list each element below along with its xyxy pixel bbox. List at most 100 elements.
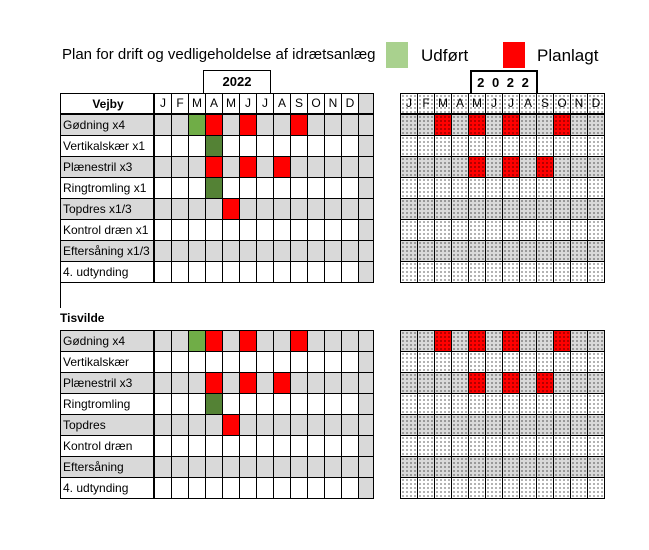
- month-cell-right: [485, 414, 503, 436]
- month-cell: [222, 198, 240, 220]
- month-cell-right: [502, 240, 520, 262]
- month-cell: [307, 177, 325, 199]
- month-cell: [341, 351, 359, 373]
- month-cell: [290, 219, 308, 241]
- month-cell: [171, 477, 189, 499]
- month-cell-right: [417, 114, 435, 136]
- month-cell-right: [451, 477, 469, 499]
- month-header: M: [222, 93, 240, 114]
- month-cell: [222, 156, 240, 178]
- month-cell: [273, 330, 291, 352]
- month-cell: [171, 177, 189, 199]
- month-cell: [273, 135, 291, 157]
- month-cell-right: [451, 114, 469, 136]
- month-cell-right: [485, 219, 503, 241]
- month-cell: [239, 456, 257, 478]
- month-cell-right: [587, 477, 605, 499]
- month-cell-right: [536, 393, 554, 415]
- row-label: Ringtromling x1: [60, 177, 154, 199]
- month-cell-right: [485, 156, 503, 178]
- month-cell-right: [485, 261, 503, 283]
- month-cell: [324, 477, 342, 499]
- month-cell-right: [519, 114, 537, 136]
- row-label: 4. udtynding: [60, 261, 154, 283]
- month-cell-right: [570, 219, 588, 241]
- month-cell-right: [587, 456, 605, 478]
- month-header-right: J: [502, 93, 520, 114]
- month-cell: [205, 198, 223, 220]
- month-cell: [188, 414, 206, 436]
- month-cell: [341, 114, 359, 136]
- month-cell-right: [519, 435, 537, 457]
- month-cell: [171, 135, 189, 157]
- month-cell: [307, 135, 325, 157]
- month-cell: [188, 351, 206, 373]
- month-cell-right: [587, 330, 605, 352]
- year-header-left: 2022: [203, 70, 271, 93]
- month-cell-right: [536, 456, 554, 478]
- month-cell-right: [417, 240, 435, 262]
- month-cell-right: [434, 177, 452, 199]
- month-cell-right: [468, 135, 486, 157]
- month-cell: [205, 135, 223, 157]
- month-cell-right: [434, 114, 452, 136]
- month-cell-right: [587, 435, 605, 457]
- row-label: Gødning x4: [60, 114, 154, 136]
- month-cell-right: [570, 156, 588, 178]
- month-cell: [239, 414, 257, 436]
- month-cell-right: [502, 135, 520, 157]
- month-cell-right: [434, 219, 452, 241]
- month-cell-right: [400, 414, 418, 436]
- month-cell: [307, 435, 325, 457]
- month-cell-right: [519, 414, 537, 436]
- month-cell-right: [400, 219, 418, 241]
- legend-done-swatch: [386, 42, 408, 68]
- grey-spacer: [358, 177, 374, 199]
- month-cell-right: [434, 261, 452, 283]
- month-cell-right: [587, 198, 605, 220]
- month-cell: [341, 435, 359, 457]
- section-divider: [60, 282, 61, 308]
- month-cell: [222, 414, 240, 436]
- month-cell-right: [570, 177, 588, 199]
- month-cell: [239, 435, 257, 457]
- month-cell: [188, 198, 206, 220]
- month-cell-right: [570, 198, 588, 220]
- month-cell: [290, 330, 308, 352]
- month-cell-right: [502, 414, 520, 436]
- row-label: Eftersåning x1/3: [60, 240, 154, 262]
- month-cell-right: [468, 177, 486, 199]
- month-cell: [205, 477, 223, 499]
- month-cell: [341, 219, 359, 241]
- month-cell-right: [417, 372, 435, 394]
- month-cell-right: [502, 198, 520, 220]
- month-cell: [188, 219, 206, 241]
- month-cell: [324, 456, 342, 478]
- month-cell: [239, 219, 257, 241]
- month-cell: [341, 372, 359, 394]
- month-cell: [307, 114, 325, 136]
- month-cell-right: [519, 240, 537, 262]
- month-cell: [256, 372, 274, 394]
- month-cell: [307, 219, 325, 241]
- month-header: J: [154, 93, 172, 114]
- month-cell-right: [553, 198, 571, 220]
- month-cell: [171, 393, 189, 415]
- month-cell: [188, 435, 206, 457]
- month-cell-right: [417, 330, 435, 352]
- month-cell-right: [468, 351, 486, 373]
- month-cell-right: [553, 330, 571, 352]
- month-cell-right: [468, 240, 486, 262]
- month-cell-right: [553, 393, 571, 415]
- month-cell-right: [519, 372, 537, 394]
- month-cell-right: [587, 114, 605, 136]
- month-cell: [256, 135, 274, 157]
- month-cell: [256, 477, 274, 499]
- month-cell-right: [400, 372, 418, 394]
- month-cell-right: [536, 351, 554, 373]
- month-cell-right: [451, 261, 469, 283]
- month-cell: [324, 330, 342, 352]
- row-label: Kontrol dræn x1: [60, 219, 154, 241]
- month-cell-right: [468, 477, 486, 499]
- month-cell-right: [451, 456, 469, 478]
